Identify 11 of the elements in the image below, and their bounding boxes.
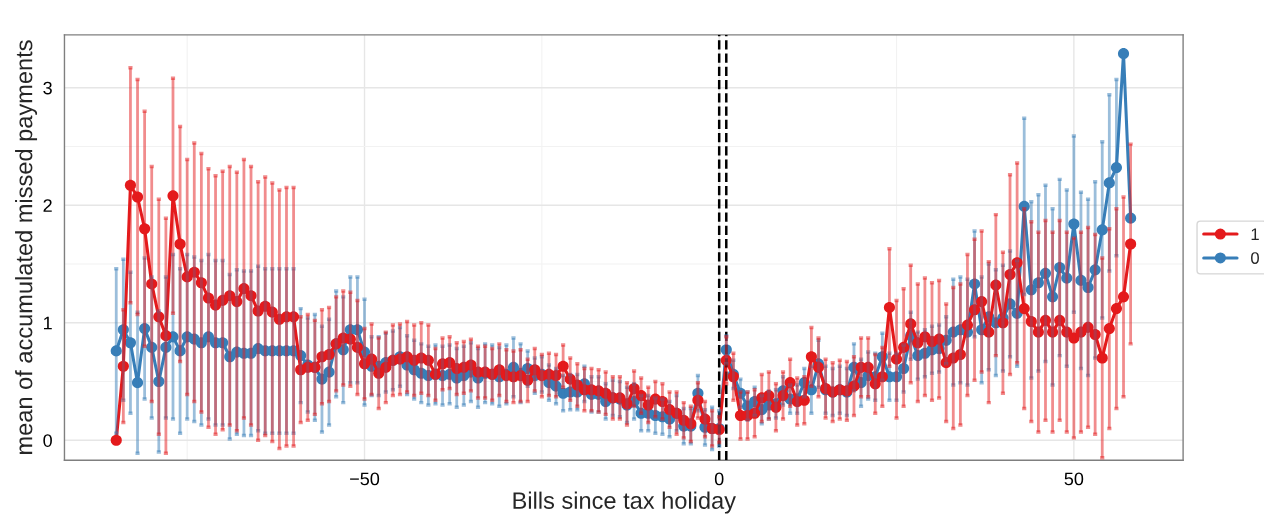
x-tick-label: 50 (1064, 472, 1084, 486)
y-tick-label: 0 (43, 434, 52, 447)
x-tick-label: −50 (350, 472, 380, 486)
legend-label: 1 (1251, 228, 1259, 240)
x-tick-label: 0 (714, 472, 724, 486)
y-axis-title: mean of accumulated missed payments (15, 40, 38, 454)
y-tick-label: 2 (43, 199, 52, 212)
y-tick-label: 3 (43, 81, 52, 95)
x-axis-title: Bills since tax holiday (513, 491, 736, 514)
y-tick-label: 1 (43, 316, 52, 330)
legend-label: 0 (1251, 252, 1259, 264)
